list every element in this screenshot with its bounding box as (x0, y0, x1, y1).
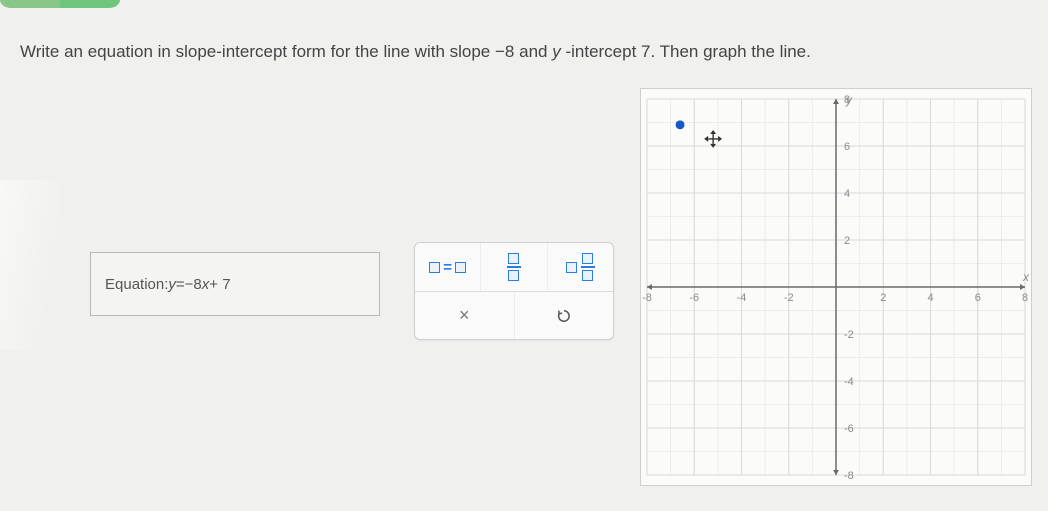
fraction-icon (507, 253, 521, 281)
svg-text:-2: -2 (784, 292, 794, 304)
x-icon: × (459, 305, 470, 326)
glare (0, 180, 60, 350)
coordinate-grid[interactable]: -8-6-4-22468-8-6-4-22468yx (641, 89, 1031, 485)
equation-x: x (202, 276, 210, 293)
svg-text:2: 2 (880, 292, 886, 304)
graph-panel[interactable]: -8-6-4-22468-8-6-4-22468yx (640, 88, 1032, 486)
clear-button[interactable]: × (415, 292, 514, 339)
svg-text:-6: -6 (844, 423, 854, 435)
plotted-point[interactable] (676, 120, 685, 129)
fraction-icon (581, 253, 595, 281)
svg-text:-8: -8 (844, 470, 854, 482)
svg-text:-8: -8 (642, 292, 652, 304)
equation-tail: + 7 (209, 276, 230, 293)
svg-text:8: 8 (1022, 292, 1028, 304)
undo-button[interactable] (514, 292, 614, 339)
svg-text:-4: -4 (844, 376, 854, 388)
svg-text:-4: -4 (737, 292, 747, 304)
equation-eq: = (176, 276, 185, 293)
svg-text:6: 6 (844, 141, 850, 153)
prompt-mid: and (519, 42, 552, 61)
top-accent (0, 0, 120, 8)
svg-text:4: 4 (844, 188, 850, 200)
question-prompt: Write an equation in slope-intercept for… (20, 42, 811, 62)
svg-text:-6: -6 (689, 292, 699, 304)
tpl-mixed-number-button[interactable] (547, 243, 613, 291)
svg-text:x: x (1022, 270, 1030, 284)
prompt-post: -intercept 7. Then graph the line. (565, 42, 810, 61)
toolbar-row-2: × (415, 291, 613, 339)
equation-y: y (168, 276, 176, 293)
toolbar-row-1: = (415, 243, 613, 291)
equation-input[interactable]: Equation: y = −8 x + 7 (90, 252, 380, 316)
undo-icon (555, 307, 573, 325)
svg-text:4: 4 (927, 292, 933, 304)
svg-text:6: 6 (975, 292, 981, 304)
tpl-fraction-button[interactable] (480, 243, 546, 291)
template-toolbar: = × (414, 242, 614, 340)
svg-text:-2: -2 (844, 329, 854, 341)
prompt-pre: Write an equation in slope-intercept for… (20, 42, 495, 61)
tpl-square-icon (455, 262, 466, 273)
svg-text:y: y (845, 93, 853, 107)
tpl-square-icon (566, 262, 577, 273)
tpl-square-icon (429, 262, 440, 273)
svg-text:2: 2 (844, 235, 850, 247)
equation-coeff: −8 (185, 276, 202, 293)
tpl-equation-button[interactable]: = (415, 243, 480, 291)
prompt-var: y (552, 42, 561, 61)
equation-label: Equation: (105, 276, 168, 293)
tpl-equals: = (443, 259, 452, 276)
prompt-slope: −8 (495, 42, 514, 61)
